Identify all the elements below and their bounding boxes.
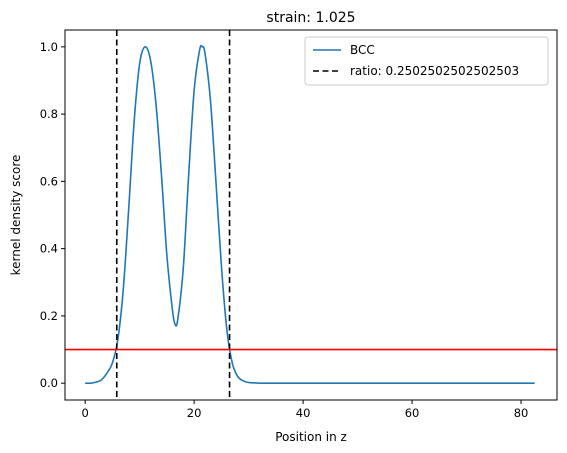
legend-label-bcc: BCC	[350, 43, 375, 57]
plot-content	[65, 30, 557, 400]
x-axis-label: Position in z	[275, 430, 347, 444]
y-tick-label: 1.0	[40, 40, 58, 54]
legend: BCC ratio: 0.2502502502502503	[304, 36, 549, 86]
y-tick-label: 0.4	[40, 242, 58, 256]
legend-label-ratio: ratio: 0.2502502502502503	[350, 64, 519, 78]
x-tick-label: 20	[187, 406, 202, 420]
y-tick-label: 0.6	[40, 174, 58, 188]
x-tick-label: 60	[405, 406, 420, 420]
x-tick-label: 40	[296, 406, 311, 420]
x-tick-label: 80	[514, 406, 529, 420]
y-tick-label: 0.8	[40, 107, 58, 121]
series-line-bcc	[85, 44, 535, 385]
y-axis-ticks: 0.0 0.2 0.4 0.6 0.8 1.0	[40, 40, 65, 390]
legend-box	[304, 36, 549, 86]
axes-frame	[64, 29, 558, 401]
x-tick-label: 0	[81, 406, 88, 420]
y-axis-label: kernel density score	[9, 155, 23, 276]
x-axis-ticks: 0 20 40 60 80	[81, 400, 528, 420]
chart-title: strain: 1.025	[266, 10, 355, 26]
y-tick-label: 0.2	[40, 309, 58, 323]
y-tick-label: 0.0	[40, 376, 58, 390]
